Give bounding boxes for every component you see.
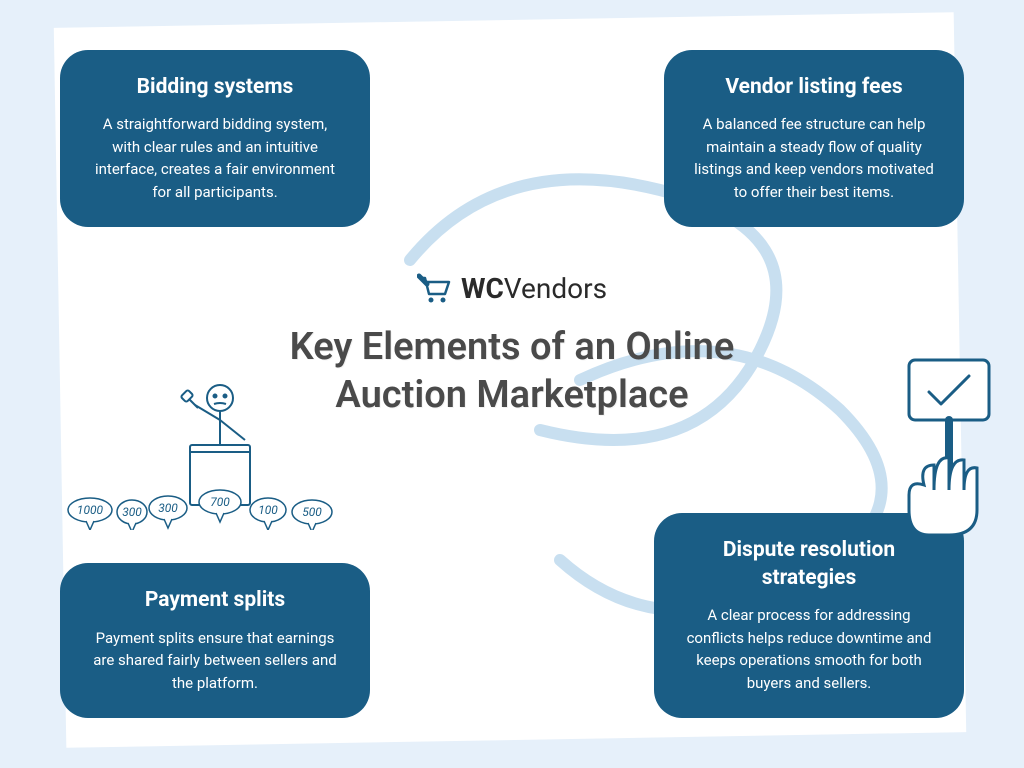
card-payment-splits: Payment splits Payment splits ensure tha… bbox=[60, 563, 370, 718]
card-title: Payment splits bbox=[88, 587, 342, 614]
card-body: A balanced fee structure can help mainta… bbox=[692, 113, 936, 203]
card-title: Bidding systems bbox=[88, 74, 342, 101]
auctioneer-illustration: 1000 300 300 700 100 500 bbox=[60, 370, 370, 530]
card-title: Vendor listing fees bbox=[692, 74, 936, 101]
svg-text:300: 300 bbox=[158, 501, 178, 515]
card-body: A clear process for addressing conflicts… bbox=[682, 604, 936, 694]
logo-row: WCVendors bbox=[272, 270, 752, 306]
card-vendor-fees: Vendor listing fees A balanced fee struc… bbox=[664, 50, 964, 227]
cart-icon bbox=[417, 270, 453, 306]
svg-text:100: 100 bbox=[258, 503, 278, 517]
svg-text:500: 500 bbox=[302, 505, 322, 519]
card-body: A straightforward bidding system, with c… bbox=[88, 113, 342, 203]
svg-text:300: 300 bbox=[122, 505, 142, 519]
bid-sign-illustration bbox=[879, 350, 1009, 550]
logo-text: WCVendors bbox=[461, 272, 607, 305]
card-bidding-systems: Bidding systems A straightforward biddin… bbox=[60, 50, 370, 227]
svg-text:700: 700 bbox=[210, 495, 230, 509]
svg-text:1000: 1000 bbox=[77, 503, 104, 517]
card-body: Payment splits ensure that earnings are … bbox=[88, 627, 342, 695]
